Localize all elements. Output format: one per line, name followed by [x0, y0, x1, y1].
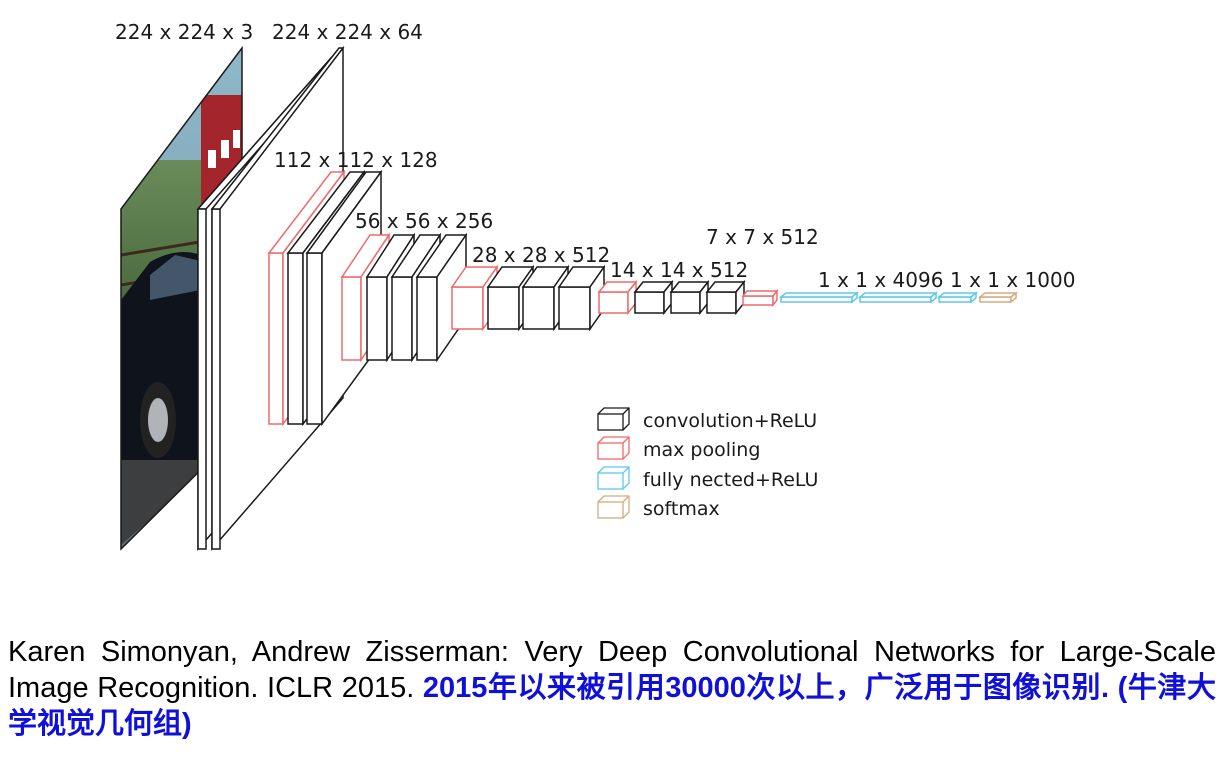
- label-input: 224 x 224 x 3: [115, 20, 253, 44]
- citation-text: Karen Simonyan, Andrew Zisserman: Very D…: [8, 636, 1216, 704]
- legend-swatch-softmax: [597, 495, 630, 519]
- citation-highlight: 2015年以来被引用30000次以上，广泛用于图像识别. (牛津大学视觉几何组): [8, 672, 1216, 740]
- legend-item-conv: convolution+ReLU: [597, 407, 817, 432]
- label-fc: 1 x 1 x 4096: [818, 268, 943, 292]
- pool-layer-4: [597, 279, 638, 316]
- legend-swatch-pool: [597, 436, 630, 460]
- label-block3: 56 x 56 x 256: [355, 209, 493, 233]
- conv-block-5: [633, 279, 746, 316]
- legend-swatch-conv: [597, 407, 630, 431]
- legend: convolution+ReLU max pooling fully necte…: [597, 407, 818, 520]
- conv-block-3: [365, 232, 468, 363]
- label-block2: 112 x 112 x 128: [274, 148, 438, 172]
- legend-item-softmax: softmax: [597, 495, 720, 520]
- vgg16-architecture-diagram: 224 x 224 x 3 224 x 224 x 64 112 x 112 x…: [115, 20, 1075, 552]
- label-block1: 224 x 224 x 64: [272, 20, 423, 44]
- legend-item-fc: fully nected+ReLU: [597, 466, 818, 491]
- label-pool5: 7 x 7 x 512: [706, 225, 819, 249]
- legend-label-pool: max pooling: [643, 439, 760, 461]
- pool-layer-5: [741, 288, 779, 308]
- legend-label-softmax: softmax: [643, 498, 720, 520]
- label-block5: 14 x 14 x 512: [610, 258, 748, 282]
- legend-label-fc: fully nected+ReLU: [643, 469, 818, 491]
- citation-caption: Karen Simonyan, Andrew Zisserman: Very D…: [8, 634, 1216, 742]
- conv-block-4: [486, 264, 606, 332]
- legend-label-conv: convolution+ReLU: [643, 410, 817, 432]
- label-softmax: 1 x 1 x 1000: [950, 268, 1075, 292]
- label-block4: 28 x 28 x 512: [472, 243, 610, 267]
- dimension-labels: 224 x 224 x 3 224 x 224 x 64 112 x 112 x…: [115, 20, 1075, 292]
- legend-item-pool: max pooling: [597, 436, 760, 461]
- softmax-layer: [977, 291, 1019, 304]
- fc-layers: [778, 291, 979, 304]
- legend-swatch-fc: [597, 466, 630, 490]
